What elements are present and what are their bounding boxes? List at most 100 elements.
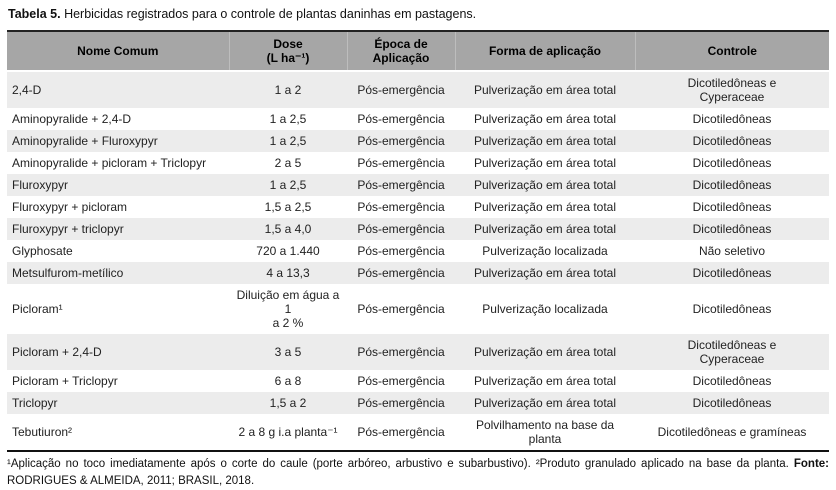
footnote-note-2: ²Produto granulado aplicado na base da p… (535, 458, 789, 470)
header-line: Aplicação (372, 51, 430, 65)
cell-forma-aplicacao: Pulverização em área total (473, 266, 617, 280)
header-row: Nome Comum Dose (L ha⁻¹) Época de Aplica… (7, 31, 829, 71)
cell-forma-aplicacao: Pulverização localizada (482, 302, 608, 316)
header-line: Dose (273, 37, 303, 51)
cell-nome-comum: Glyphosate (12, 244, 73, 258)
cell-nome-comum: Aminopyralide + 2,4-D (12, 112, 132, 126)
cell-epoca-aplicacao: Pós-emergência (357, 83, 445, 97)
cell-controle: Dicotiledôneas (692, 200, 772, 214)
table-row: Picloram + Triclopyr 6 a 8 Pós-emergência P… (7, 370, 829, 392)
cell-nome-comum: Fluroxypyr + triclopyr (12, 222, 124, 236)
cell-forma-aplicacao: Pulverização em área total (473, 178, 617, 192)
cell-forma-aplicacao: Pulverização localizada (482, 244, 608, 258)
table-row: Fluroxypyr + picloram 1,5 a 2,5 Pós-emergê… (7, 196, 829, 218)
cell-dose: 720 a 1.440 (256, 244, 320, 258)
cell-nome-comum: Fluroxypyr + picloram (12, 200, 128, 214)
cell-epoca-aplicacao: Pós-emergência (357, 134, 445, 148)
header-line: Época de (374, 37, 428, 51)
cell-controle: Dicotiledôneas (692, 396, 772, 410)
cell-epoca-aplicacao: Pós-emergência (357, 374, 445, 388)
cell-dose: 2 a 5 (274, 156, 302, 170)
column-header-controle: Controle (634, 31, 829, 71)
footnote-source-text: RODRIGUES & ALMEIDA, 2011; BRASIL, 2018. (7, 475, 255, 487)
table-body: 2,4-D 1 a 2 Pós-emergência Pulverização em … (7, 71, 829, 451)
table-row: Aminopyralide + Fluroxypyr 1 a 2,5 Pós-eme… (7, 130, 829, 152)
cell-epoca-aplicacao: Pós-emergência (357, 345, 445, 359)
cell-epoca-aplicacao: Pós-emergência (357, 244, 445, 258)
table-row: Tebutiuron² 2 a 8 g i.a planta⁻¹ Pós-emerg… (7, 414, 829, 451)
cell-nome-comum: Aminopyralide + Fluroxypyr (12, 134, 158, 148)
cell-nome-comum: Triclopyr (12, 396, 58, 410)
header-line: Forma de aplicação (488, 44, 602, 58)
column-header-dose: Dose (L ha⁻¹) (228, 31, 347, 71)
cell-dose: 1 a 2,5 (269, 134, 307, 148)
cell-dose: 2 a 8 g i.a planta⁻¹ (238, 425, 338, 439)
table-row: Picloram + 2,4-D 3 a 5 Pós-emergência Pulve… (7, 334, 829, 370)
cell-epoca-aplicacao: Pós-emergência (357, 302, 445, 316)
table-caption-text: Herbicidas registrados para o controle d… (64, 7, 477, 21)
cell-nome-comum: Metsulfurom-metílico (12, 266, 124, 280)
cell-forma-aplicacao: Pulverização em área total (473, 374, 617, 388)
cell-dose: 1,5 a 2,5 (264, 200, 312, 214)
cell-controle: Dicotiledôneas (692, 178, 772, 192)
cell-dose: 1,5 a 2 (269, 396, 307, 410)
cell-controle: Dicotiledôneas (692, 156, 772, 170)
cell-dose: 1 a 2,5 (269, 178, 307, 192)
cell-nome-comum: Fluroxypyr (12, 178, 69, 192)
column-header-epoca-aplicacao: Época de Aplicação (346, 31, 455, 71)
cell-dose: 1 a 2 (274, 83, 302, 97)
cell-controle: Dicotiledôneas e Cyperaceae (687, 338, 777, 366)
cell-forma-aplicacao: Pulverização em área total (473, 156, 617, 170)
cell-dose: 3 a 5 (274, 345, 302, 359)
cell-epoca-aplicacao: Pós-emergência (357, 425, 445, 439)
cell-nome-comum: Picloram + 2,4-D (12, 345, 102, 359)
cell-controle: Dicotiledôneas (692, 222, 772, 236)
cell-epoca-aplicacao: Pós-emergência (357, 222, 445, 236)
header-line: Nome Comum (77, 44, 159, 58)
table-row: Fluroxypyr 1 a 2,5 Pós-emergência Pulveriza… (7, 174, 829, 196)
footnote-source-label: Fonte: (793, 458, 830, 470)
cell-dose: 4 a 13,3 (266, 266, 310, 280)
column-header-nome-comum: Nome Comum (7, 31, 229, 71)
header-line: (L ha⁻¹) (266, 51, 310, 65)
table-row: Aminopyralide + 2,4-D 1 a 2,5 Pós-emergênc… (7, 108, 829, 130)
cell-dose: 1,5 a 4,0 (264, 222, 312, 236)
cell-epoca-aplicacao: Pós-emergência (357, 112, 445, 126)
cell-nome-comum: Aminopyralide + picloram + Triclopyr (12, 156, 207, 170)
cell-nome-comum: Picloram + Triclopyr (12, 374, 118, 388)
cell-controle: Dicotiledôneas e gramíneas (657, 425, 807, 439)
table-row: Aminopyralide + picloram + Triclopyr 2 a … (7, 152, 829, 174)
cell-dose: 6 a 8 (274, 374, 302, 388)
cell-epoca-aplicacao: Pós-emergência (357, 156, 445, 170)
cell-controle: Dicotiledôneas e Cyperaceae (687, 76, 777, 104)
cell-controle: Não seletivo (698, 244, 766, 258)
footnote: ¹Aplicação no toco imediatamente após o … (7, 456, 829, 490)
cell-forma-aplicacao: Pulverização em área total (473, 345, 617, 359)
column-header-forma-aplicacao: Forma de aplicação (454, 31, 635, 71)
cell-epoca-aplicacao: Pós-emergência (357, 200, 445, 214)
cell-dose: Diluição em água a 1 a 2 % (236, 288, 340, 330)
table-row: Metsulfurom-metílico 4 a 13,3 Pós-emergênc… (7, 262, 829, 284)
cell-controle: Dicotiledôneas (692, 134, 772, 148)
table-caption-label: Tabela 5. (8, 7, 61, 21)
cell-nome-comum: 2,4-D (12, 83, 42, 97)
cell-forma-aplicacao: Pulverização em área total (473, 222, 617, 236)
cell-dose: 1 a 2,5 (269, 112, 307, 126)
cell-controle: Dicotiledôneas (692, 112, 772, 126)
cell-forma-aplicacao: Polvilhamento na base da planta (475, 418, 615, 446)
cell-forma-aplicacao: Pulverização em área total (473, 134, 617, 148)
table-row: 2,4-D 1 a 2 Pós-emergência Pulverização em … (7, 71, 829, 108)
table-caption: Tabela 5. Herbicidas registrados para o … (8, 6, 829, 22)
header-line: Controle (707, 44, 757, 58)
cell-forma-aplicacao: Pulverização em área total (473, 396, 617, 410)
cell-nome-comum: Tebutiuron² (12, 425, 73, 439)
cell-epoca-aplicacao: Pós-emergência (357, 396, 445, 410)
table-row: Picloram¹ Diluição em água a 1 a 2 % Pós-e… (7, 284, 829, 334)
cell-epoca-aplicacao: Pós-emergência (357, 178, 445, 192)
table-row: Triclopyr 1,5 a 2 Pós-emergência Pulverizaç… (7, 392, 829, 414)
cell-nome-comum: Picloram¹ (12, 302, 63, 316)
cell-controle: Dicotiledôneas (692, 374, 772, 388)
cell-forma-aplicacao: Pulverização em área total (473, 83, 617, 97)
table-row: Glyphosate 720 a 1.440 Pós-emergência Pulve… (7, 240, 829, 262)
